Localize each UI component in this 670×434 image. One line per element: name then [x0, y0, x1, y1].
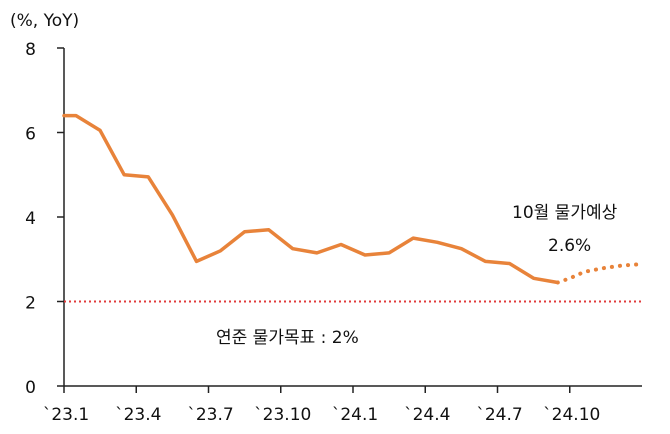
- y-tick-label: 6: [25, 125, 36, 145]
- x-tick-label: `23.4: [115, 405, 161, 425]
- x-tick-label: `24.7: [476, 405, 522, 425]
- y-tick-label: 8: [25, 40, 36, 60]
- forecast-value-annotation: 2.6%: [548, 236, 591, 256]
- x-axis-ticks: `23.1 `23.4 `23.7 `23.10 `24.1 `24.4 `24.7 `24.…: [43, 386, 600, 425]
- y-axis-ticks: 0 2 4 6 8: [25, 40, 64, 398]
- forecast-series-line: [555, 262, 644, 285]
- y-tick-label: 4: [25, 209, 36, 229]
- x-tick-label: `23.1: [43, 405, 89, 425]
- series-layer: [62, 113, 644, 285]
- fed-target-annotation: 연준 물가목표 : 2%: [216, 328, 359, 348]
- y-tick-label: 2: [25, 294, 36, 314]
- x-tick-label: `24.4: [404, 405, 450, 425]
- x-tick-label: `23.10: [254, 405, 311, 425]
- cpi-series-line: [62, 113, 560, 285]
- x-tick-label: `24.10: [543, 405, 600, 425]
- x-tick-label: `24.1: [332, 405, 378, 425]
- x-tick-label: `23.7: [187, 405, 233, 425]
- forecast-title-annotation: 10월 물가예상: [512, 203, 618, 223]
- y-axis-unit-label: (%, YoY): [10, 11, 79, 31]
- y-tick-label: 0: [25, 378, 36, 398]
